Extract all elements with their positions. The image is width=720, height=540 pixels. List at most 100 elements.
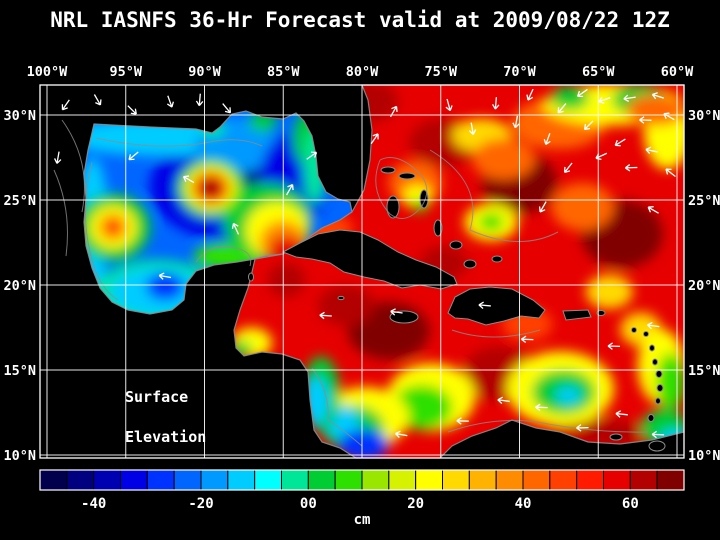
lat-tick-label-left: 30°N bbox=[3, 108, 36, 124]
current-vector bbox=[285, 184, 294, 196]
colorbar-segment bbox=[549, 469, 578, 491]
annotation-elevation: Elevation bbox=[125, 428, 206, 446]
colorbar-segment bbox=[629, 469, 658, 491]
map-frame bbox=[39, 84, 685, 459]
arrow-glyph bbox=[468, 122, 477, 135]
colorbar-unit-label: cm bbox=[354, 512, 371, 528]
current-vector bbox=[598, 96, 611, 104]
current-vector bbox=[491, 97, 500, 110]
colorbar-tick-label: 60 bbox=[622, 496, 639, 512]
current-vector bbox=[520, 335, 534, 344]
current-vector bbox=[231, 222, 240, 235]
arrow-glyph bbox=[665, 168, 676, 178]
arrow-glyph bbox=[128, 151, 139, 161]
arrow-glyph bbox=[543, 132, 551, 145]
arrow-glyph bbox=[389, 105, 398, 118]
current-vector bbox=[195, 93, 204, 107]
arrow-glyph bbox=[645, 146, 658, 154]
arrow-glyph bbox=[576, 424, 589, 432]
current-vector bbox=[623, 94, 636, 102]
lat-tick-label-right: 15°N bbox=[688, 363, 720, 379]
current-vector bbox=[535, 403, 548, 412]
arrow-glyph bbox=[607, 342, 621, 350]
vector-field bbox=[54, 88, 676, 439]
arrow-glyph bbox=[557, 103, 567, 114]
lat-tick-label-right: 20°N bbox=[688, 278, 720, 294]
lon-tick-label: 65°W bbox=[582, 64, 615, 80]
island-jamaica bbox=[389, 310, 419, 324]
arrow-glyph bbox=[306, 151, 318, 160]
annotation-surface: Surface bbox=[125, 388, 188, 406]
current-vector bbox=[607, 342, 621, 350]
colorbar-segment bbox=[173, 469, 202, 491]
current-vector bbox=[624, 164, 638, 172]
colorbar-tick-label: -40 bbox=[81, 496, 106, 512]
current-vector bbox=[390, 308, 403, 316]
current-vector bbox=[563, 162, 573, 174]
arrow-glyph bbox=[615, 410, 628, 418]
current-vector bbox=[543, 132, 551, 145]
arrow-glyph bbox=[478, 301, 491, 309]
colorbar-tick-label: 20 bbox=[407, 496, 424, 512]
current-vector bbox=[127, 105, 137, 115]
ssh-feature bbox=[202, 180, 219, 196]
colorbar-segment bbox=[415, 469, 443, 491]
colorbar-segment bbox=[334, 469, 363, 491]
colorbar-segment bbox=[307, 469, 336, 491]
ssh-feature bbox=[478, 213, 504, 231]
arrow-glyph bbox=[285, 184, 294, 196]
current-vector bbox=[61, 99, 70, 111]
current-vector bbox=[222, 103, 232, 114]
lat-tick-label-right: 30°N bbox=[688, 108, 720, 124]
colorbar: -40 -20 00 20 40 60 bbox=[39, 469, 685, 512]
lon-tick-label: 85°W bbox=[267, 64, 300, 80]
axis-tick-labels: 100°W 95°W 90°W 85°W 80°W 75°W 70°W 65°W 60°W 30°… bbox=[3, 64, 720, 464]
arrow-glyph bbox=[445, 98, 453, 112]
current-vector bbox=[370, 133, 379, 145]
arrow-glyph bbox=[182, 175, 195, 184]
current-vector bbox=[512, 115, 520, 129]
colorbar-border bbox=[39, 469, 685, 491]
lat-tick-label-right: 10°N bbox=[688, 448, 720, 464]
current-vector bbox=[576, 424, 589, 432]
arrow-glyph bbox=[614, 138, 626, 147]
colorbar-segment bbox=[281, 469, 309, 491]
figure-title: NRL IASNFS 36-Hr Forecast valid at 2009/… bbox=[50, 8, 670, 32]
lon-tick-label: 95°W bbox=[109, 64, 142, 80]
colorbar-segment bbox=[120, 469, 148, 491]
ssh-feature bbox=[585, 274, 633, 309]
colorbar-segment bbox=[146, 469, 175, 491]
arrow-glyph bbox=[535, 403, 548, 412]
ssh-feature bbox=[472, 138, 536, 180]
current-vector bbox=[651, 92, 665, 100]
current-vector bbox=[182, 175, 195, 184]
arrow-glyph bbox=[651, 430, 665, 439]
arrow-glyph bbox=[623, 94, 636, 102]
current-vector bbox=[663, 112, 675, 121]
islands-bahamas bbox=[380, 166, 503, 269]
lon-tick-label: 75°W bbox=[424, 64, 457, 80]
arrow-glyph bbox=[663, 112, 675, 121]
arrow-glyph bbox=[491, 97, 500, 110]
ssh-feature bbox=[317, 285, 375, 326]
lat-lon-grid bbox=[39, 84, 685, 459]
current-vector bbox=[54, 151, 62, 164]
arrow-glyph bbox=[563, 162, 573, 174]
current-vector bbox=[583, 120, 594, 131]
island-hispaniola bbox=[447, 286, 546, 326]
arrow-glyph bbox=[520, 335, 534, 344]
current-vector bbox=[595, 152, 608, 160]
arrow-glyph bbox=[583, 120, 594, 131]
current-vector bbox=[497, 396, 510, 405]
colorbar-segment bbox=[468, 469, 497, 491]
current-vector bbox=[395, 430, 408, 438]
arrow-glyph bbox=[512, 115, 520, 129]
arrow-glyph bbox=[395, 430, 408, 438]
colorbar-segment bbox=[66, 469, 95, 491]
lat-tick-label-left: 25°N bbox=[3, 193, 36, 209]
ssh-feature bbox=[555, 387, 581, 404]
current-vector bbox=[468, 122, 477, 135]
ssh-feature bbox=[551, 86, 589, 110]
current-vector bbox=[538, 201, 547, 213]
